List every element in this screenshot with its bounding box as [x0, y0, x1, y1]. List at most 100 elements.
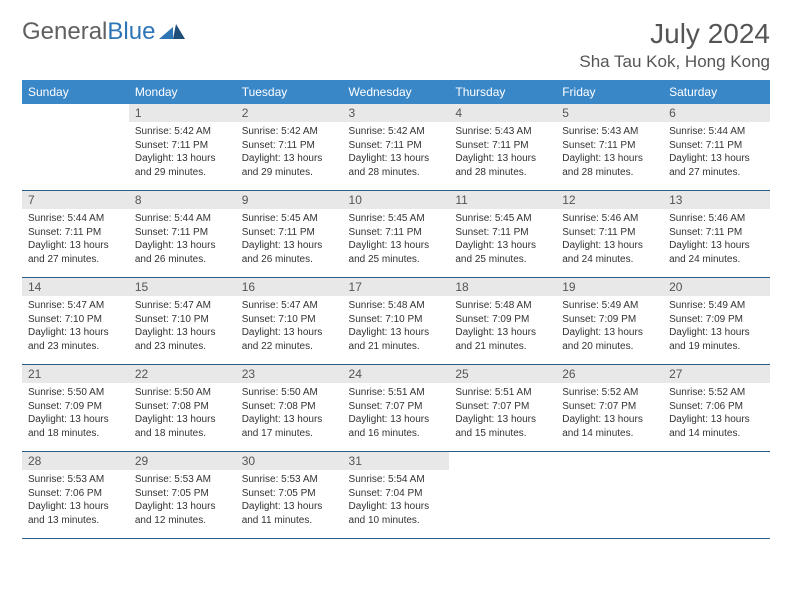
- day-number: 29: [129, 452, 236, 470]
- day-number: 6: [663, 104, 770, 122]
- calendar-cell: 28Sunrise: 5:53 AMSunset: 7:06 PMDayligh…: [22, 452, 129, 539]
- day-content: Sunrise: 5:48 AMSunset: 7:10 PMDaylight:…: [343, 296, 450, 357]
- weekday-header: Sunday: [22, 80, 129, 104]
- calendar-row: 7Sunrise: 5:44 AMSunset: 7:11 PMDaylight…: [22, 191, 770, 278]
- day-content: Sunrise: 5:47 AMSunset: 7:10 PMDaylight:…: [236, 296, 343, 357]
- day-content: Sunrise: 5:53 AMSunset: 7:06 PMDaylight:…: [22, 470, 129, 531]
- day-content: Sunrise: 5:45 AMSunset: 7:11 PMDaylight:…: [343, 209, 450, 270]
- calendar-cell: 30Sunrise: 5:53 AMSunset: 7:05 PMDayligh…: [236, 452, 343, 539]
- day-content: Sunrise: 5:43 AMSunset: 7:11 PMDaylight:…: [449, 122, 556, 183]
- calendar-cell: 13Sunrise: 5:46 AMSunset: 7:11 PMDayligh…: [663, 191, 770, 278]
- calendar-cell: [556, 452, 663, 539]
- day-content: Sunrise: 5:44 AMSunset: 7:11 PMDaylight:…: [663, 122, 770, 183]
- calendar-row: 28Sunrise: 5:53 AMSunset: 7:06 PMDayligh…: [22, 452, 770, 539]
- day-content: Sunrise: 5:50 AMSunset: 7:08 PMDaylight:…: [129, 383, 236, 444]
- day-content: Sunrise: 5:47 AMSunset: 7:10 PMDaylight:…: [129, 296, 236, 357]
- weekday-header: Tuesday: [236, 80, 343, 104]
- calendar-row: 21Sunrise: 5:50 AMSunset: 7:09 PMDayligh…: [22, 365, 770, 452]
- day-number: 26: [556, 365, 663, 383]
- day-number: 7: [22, 191, 129, 209]
- calendar-cell: [663, 452, 770, 539]
- day-number: 4: [449, 104, 556, 122]
- day-number: 20: [663, 278, 770, 296]
- day-content: Sunrise: 5:42 AMSunset: 7:11 PMDaylight:…: [236, 122, 343, 183]
- day-content: Sunrise: 5:44 AMSunset: 7:11 PMDaylight:…: [129, 209, 236, 270]
- day-content: Sunrise: 5:53 AMSunset: 7:05 PMDaylight:…: [129, 470, 236, 531]
- calendar-cell: 26Sunrise: 5:52 AMSunset: 7:07 PMDayligh…: [556, 365, 663, 452]
- calendar-cell: 20Sunrise: 5:49 AMSunset: 7:09 PMDayligh…: [663, 278, 770, 365]
- day-number: 9: [236, 191, 343, 209]
- day-number: 13: [663, 191, 770, 209]
- day-number: 3: [343, 104, 450, 122]
- day-content: Sunrise: 5:49 AMSunset: 7:09 PMDaylight:…: [663, 296, 770, 357]
- day-number: 1: [129, 104, 236, 122]
- logo-text-1: General: [22, 18, 107, 46]
- day-content: Sunrise: 5:43 AMSunset: 7:11 PMDaylight:…: [556, 122, 663, 183]
- day-content: Sunrise: 5:51 AMSunset: 7:07 PMDaylight:…: [343, 383, 450, 444]
- day-content: Sunrise: 5:49 AMSunset: 7:09 PMDaylight:…: [556, 296, 663, 357]
- weekday-header: Wednesday: [343, 80, 450, 104]
- calendar-cell: 23Sunrise: 5:50 AMSunset: 7:08 PMDayligh…: [236, 365, 343, 452]
- day-number: 25: [449, 365, 556, 383]
- logo-mark-icon: [159, 18, 185, 46]
- calendar-cell: 22Sunrise: 5:50 AMSunset: 7:08 PMDayligh…: [129, 365, 236, 452]
- calendar-cell: 19Sunrise: 5:49 AMSunset: 7:09 PMDayligh…: [556, 278, 663, 365]
- day-number: 10: [343, 191, 450, 209]
- calendar-cell: 7Sunrise: 5:44 AMSunset: 7:11 PMDaylight…: [22, 191, 129, 278]
- calendar-cell: 17Sunrise: 5:48 AMSunset: 7:10 PMDayligh…: [343, 278, 450, 365]
- calendar-cell: 10Sunrise: 5:45 AMSunset: 7:11 PMDayligh…: [343, 191, 450, 278]
- day-number: 5: [556, 104, 663, 122]
- day-content: Sunrise: 5:50 AMSunset: 7:08 PMDaylight:…: [236, 383, 343, 444]
- title-block: July 2024 Sha Tau Kok, Hong Kong: [579, 18, 770, 72]
- calendar-cell: [22, 104, 129, 191]
- calendar-cell: 16Sunrise: 5:47 AMSunset: 7:10 PMDayligh…: [236, 278, 343, 365]
- day-number: 15: [129, 278, 236, 296]
- logo-text-2: Blue: [107, 18, 155, 46]
- calendar-row: 1Sunrise: 5:42 AMSunset: 7:11 PMDaylight…: [22, 104, 770, 191]
- calendar-row: 14Sunrise: 5:47 AMSunset: 7:10 PMDayligh…: [22, 278, 770, 365]
- day-number: 22: [129, 365, 236, 383]
- logo: GeneralBlue: [22, 18, 185, 46]
- day-number: 30: [236, 452, 343, 470]
- day-number: 23: [236, 365, 343, 383]
- calendar-cell: 3Sunrise: 5:42 AMSunset: 7:11 PMDaylight…: [343, 104, 450, 191]
- weekday-header-row: SundayMondayTuesdayWednesdayThursdayFrid…: [22, 80, 770, 104]
- weekday-header: Monday: [129, 80, 236, 104]
- day-number: 28: [22, 452, 129, 470]
- calendar-cell: 18Sunrise: 5:48 AMSunset: 7:09 PMDayligh…: [449, 278, 556, 365]
- day-number: 27: [663, 365, 770, 383]
- calendar-cell: 31Sunrise: 5:54 AMSunset: 7:04 PMDayligh…: [343, 452, 450, 539]
- day-number: 17: [343, 278, 450, 296]
- day-number: 8: [129, 191, 236, 209]
- calendar-cell: [449, 452, 556, 539]
- day-content: Sunrise: 5:48 AMSunset: 7:09 PMDaylight:…: [449, 296, 556, 357]
- calendar-cell: 4Sunrise: 5:43 AMSunset: 7:11 PMDaylight…: [449, 104, 556, 191]
- day-number: 2: [236, 104, 343, 122]
- location: Sha Tau Kok, Hong Kong: [579, 52, 770, 72]
- day-content: Sunrise: 5:50 AMSunset: 7:09 PMDaylight:…: [22, 383, 129, 444]
- calendar-table: SundayMondayTuesdayWednesdayThursdayFrid…: [22, 80, 770, 539]
- calendar-cell: 27Sunrise: 5:52 AMSunset: 7:06 PMDayligh…: [663, 365, 770, 452]
- calendar-cell: 14Sunrise: 5:47 AMSunset: 7:10 PMDayligh…: [22, 278, 129, 365]
- calendar-cell: 1Sunrise: 5:42 AMSunset: 7:11 PMDaylight…: [129, 104, 236, 191]
- day-content: Sunrise: 5:45 AMSunset: 7:11 PMDaylight:…: [236, 209, 343, 270]
- day-content: Sunrise: 5:54 AMSunset: 7:04 PMDaylight:…: [343, 470, 450, 531]
- day-content: Sunrise: 5:46 AMSunset: 7:11 PMDaylight:…: [663, 209, 770, 270]
- calendar-cell: 5Sunrise: 5:43 AMSunset: 7:11 PMDaylight…: [556, 104, 663, 191]
- day-number: 11: [449, 191, 556, 209]
- calendar-cell: 11Sunrise: 5:45 AMSunset: 7:11 PMDayligh…: [449, 191, 556, 278]
- header: GeneralBlue July 2024 Sha Tau Kok, Hong …: [22, 18, 770, 72]
- calendar-cell: 8Sunrise: 5:44 AMSunset: 7:11 PMDaylight…: [129, 191, 236, 278]
- day-number: 12: [556, 191, 663, 209]
- day-number: 18: [449, 278, 556, 296]
- day-content: Sunrise: 5:42 AMSunset: 7:11 PMDaylight:…: [129, 122, 236, 183]
- day-content: Sunrise: 5:42 AMSunset: 7:11 PMDaylight:…: [343, 122, 450, 183]
- day-number: 14: [22, 278, 129, 296]
- month-title: July 2024: [579, 18, 770, 50]
- calendar-body: 1Sunrise: 5:42 AMSunset: 7:11 PMDaylight…: [22, 104, 770, 539]
- day-content: Sunrise: 5:52 AMSunset: 7:06 PMDaylight:…: [663, 383, 770, 444]
- day-number: 19: [556, 278, 663, 296]
- calendar-cell: 15Sunrise: 5:47 AMSunset: 7:10 PMDayligh…: [129, 278, 236, 365]
- calendar-cell: 12Sunrise: 5:46 AMSunset: 7:11 PMDayligh…: [556, 191, 663, 278]
- day-number: 24: [343, 365, 450, 383]
